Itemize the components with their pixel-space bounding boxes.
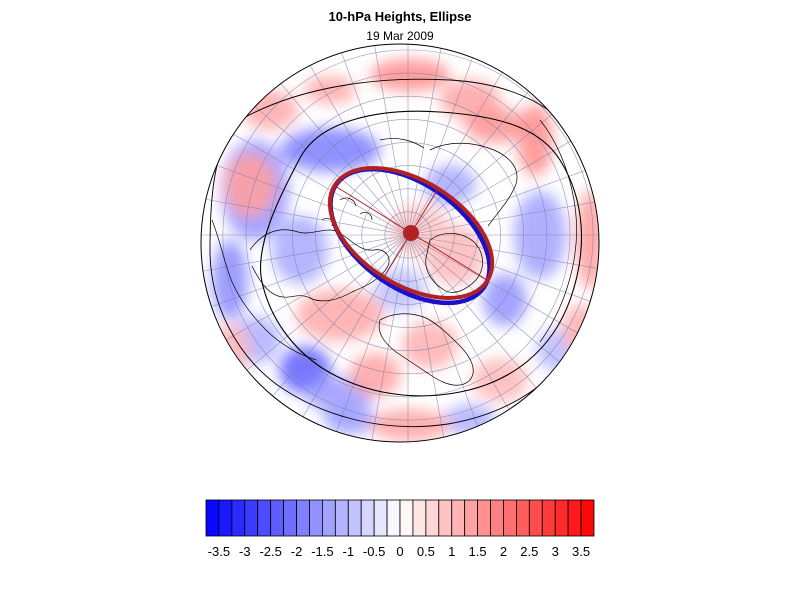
- polar-map: [200, 43, 600, 443]
- longitude-line: [366, 234, 409, 442]
- colorbar-box: [477, 499, 491, 537]
- colorbar-box: [412, 499, 427, 537]
- colorbar-box: [503, 499, 517, 537]
- colorbar-tick-label: 2.5: [520, 544, 538, 559]
- coastline-pacific-west: [211, 219, 317, 361]
- colorbar-tick-label: -1.5: [311, 544, 333, 559]
- colorbar-box: [296, 499, 310, 537]
- longitude-line: [201, 234, 409, 317]
- outer-height-contour: [260, 110, 582, 397]
- colorbar-box: [283, 499, 297, 537]
- colorbar-labels: -3.5 -3 -2.5 -2 -1.5 -1 -0.5 0 0.5 1 1.5 2 2.5 3 3.5: [208, 544, 590, 559]
- colorbar-box: [360, 499, 375, 537]
- colorbar-tick-label: 0: [396, 544, 403, 559]
- colorbar-tick-label: 3.5: [572, 544, 590, 559]
- fitted-ellipse: [327, 166, 495, 300]
- colorbar-box: [309, 499, 323, 537]
- anomaly-patch: [324, 406, 376, 434]
- colorbar-tick-label: 1.5: [469, 544, 487, 559]
- colorbar-box: [438, 499, 453, 537]
- coastline-europe: [378, 313, 474, 386]
- anomaly-field: [210, 59, 599, 441]
- coastline-north-america: [379, 138, 518, 227]
- anomaly-patch: [224, 153, 276, 217]
- coastline-greenland: [425, 233, 483, 293]
- anomaly-patch: [483, 274, 527, 326]
- longitude-line: [407, 234, 450, 442]
- longitude-line: [407, 234, 528, 442]
- colorbar-box: [399, 499, 414, 537]
- colorbar-tick-label: 0.5: [417, 544, 435, 559]
- colorbar-box: [321, 499, 336, 537]
- longitude-line: [407, 44, 450, 236]
- longitude-line: [326, 234, 409, 442]
- colorbar-box: [567, 499, 582, 537]
- longitude-line: [407, 234, 562, 419]
- anomaly-patch: [212, 240, 248, 320]
- colorbar-tick-label: -1: [342, 544, 354, 559]
- map-boundary: [200, 43, 600, 443]
- colorbar-boxes: [205, 499, 595, 537]
- coastline-pacific-east: [539, 119, 577, 343]
- colorbar-box: [347, 499, 362, 537]
- colorbar-box: [334, 499, 349, 537]
- longitude-line: [224, 81, 409, 236]
- colorbar-box: [580, 499, 595, 537]
- colorbar-tick-label: 2: [500, 544, 507, 559]
- colorbar-box: [244, 499, 259, 537]
- anomaly-blobs: [210, 59, 599, 441]
- colorbar-box: [218, 499, 233, 537]
- longitude-line: [407, 234, 490, 442]
- anomaly-patch: [402, 321, 458, 369]
- chart-title: 10-hPa Heights, Ellipse: [328, 9, 472, 24]
- colorbar-box: [373, 499, 388, 537]
- colorbar-box: [516, 499, 530, 537]
- colorbar-tick-label: -2: [291, 544, 303, 559]
- anomaly-patch: [472, 358, 528, 402]
- colorbar-box: [490, 499, 504, 537]
- longitude-line: [366, 44, 409, 236]
- colorbar-tick-label: 3: [552, 544, 559, 559]
- longitude-line: [407, 234, 599, 277]
- ellipse-center-marker: [403, 225, 419, 241]
- anomaly-patch: [296, 289, 384, 341]
- longitude-line: [407, 193, 599, 236]
- graticule: [201, 44, 599, 442]
- colorbar-box: [386, 499, 401, 537]
- colorbar-box: [425, 499, 440, 537]
- coastlines: [211, 119, 577, 386]
- anomaly-patch: [280, 128, 380, 172]
- coastline-asia: [249, 229, 390, 302]
- colorbar-tick-label: -0.5: [363, 544, 385, 559]
- longitude-line: [254, 234, 409, 419]
- longitude-line: [201, 153, 409, 236]
- anomaly-patch: [370, 409, 450, 441]
- anomaly-patch: [272, 216, 328, 284]
- anomaly-patch: [304, 76, 356, 104]
- colorbar-box: [257, 499, 272, 537]
- colorbar-box: [464, 499, 478, 537]
- anomaly-patch: [517, 104, 553, 176]
- longitude-line: [224, 234, 409, 389]
- longitude-line: [201, 234, 409, 277]
- anomaly-patch: [349, 353, 401, 397]
- chart-subtitle: 19 Mar 2009: [366, 29, 434, 43]
- longitude-line: [201, 115, 409, 236]
- longitude-line: [201, 234, 409, 355]
- colorbar-tick-label: -3: [239, 544, 251, 559]
- colorbar-box: [270, 499, 284, 537]
- vortex-ellipse-group: [327, 166, 495, 306]
- colorbar-box: [554, 499, 569, 537]
- colorbar-tick-label: 1: [448, 544, 455, 559]
- colorbar-box: [451, 499, 466, 537]
- colorbar-box: [205, 499, 220, 537]
- colorbar-box: [528, 499, 543, 537]
- colorbar-box: [231, 499, 246, 537]
- anomaly-patch: [370, 59, 450, 91]
- colorbar-tick-label: -3.5: [208, 544, 230, 559]
- colorbar-tick-label: -2.5: [259, 544, 281, 559]
- colorbar-box: [541, 499, 556, 537]
